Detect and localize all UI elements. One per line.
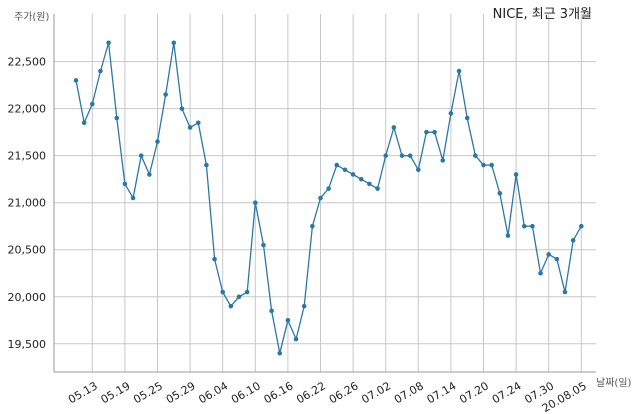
- data-point: [432, 129, 437, 135]
- x-tick-label: 05.29: [164, 379, 198, 406]
- data-point: [187, 125, 193, 130]
- data-point: [171, 40, 177, 46]
- data-point: [424, 129, 429, 135]
- data-point: [195, 120, 201, 126]
- data-point: [367, 181, 372, 187]
- y-tick-label: 21,500: [8, 150, 47, 163]
- data-point: [81, 120, 87, 126]
- data-point: [98, 68, 103, 74]
- data-point: [448, 111, 454, 116]
- y-tick-label: 19,500: [8, 338, 47, 351]
- data-point: [130, 195, 136, 201]
- data-point: [399, 153, 405, 158]
- data-point: [570, 238, 576, 243]
- data-point: [114, 115, 120, 121]
- x-tick-label: 05.25: [131, 379, 165, 406]
- data-point: [310, 223, 315, 229]
- grid-lines: [54, 14, 596, 372]
- x-tick-label: 07.24: [490, 379, 524, 406]
- data-point: [220, 289, 225, 295]
- data-point: [301, 303, 307, 309]
- x-tick-labels: 05.1305.1905.2505.2906.0406.1006.1606.22…: [66, 379, 589, 414]
- data-point: [106, 40, 111, 46]
- data-point: [326, 186, 331, 191]
- data-point: [350, 172, 356, 177]
- data-point: [358, 176, 364, 182]
- y-tick-label: 22,500: [8, 56, 47, 69]
- data-point: [73, 78, 79, 83]
- data-point: [456, 68, 462, 74]
- x-tick-label: 07.20: [457, 379, 491, 406]
- data-point: [530, 223, 535, 229]
- data-point: [416, 167, 421, 173]
- data-point: [342, 167, 348, 173]
- y-tick-label: 20,500: [8, 244, 47, 257]
- data-point: [244, 289, 250, 295]
- x-tick-label: 06.16: [262, 379, 296, 406]
- data-point: [253, 200, 258, 206]
- y-tick-label: 20,000: [8, 291, 47, 304]
- data-point: [90, 101, 95, 107]
- y-tick-label: 22,000: [8, 103, 47, 116]
- y-axis-label: 주가(원): [14, 11, 50, 23]
- data-point: [318, 195, 323, 201]
- data-point: [546, 252, 551, 257]
- data-point: [138, 153, 144, 158]
- x-tick-label: 06.26: [327, 379, 361, 406]
- data-point: [269, 308, 274, 314]
- data-point: [383, 153, 389, 158]
- x-tick-label: 06.10: [229, 379, 263, 406]
- x-tick-label: 06.22: [294, 379, 328, 406]
- data-point: [562, 289, 568, 295]
- price-series: [73, 40, 584, 356]
- data-point: [147, 172, 152, 177]
- price-line: [75, 42, 582, 354]
- data-point: [554, 256, 560, 262]
- data-point: [513, 172, 519, 177]
- data-point: [122, 181, 128, 187]
- y-tick-label: 21,000: [8, 197, 47, 210]
- x-tick-label: 05.13: [66, 379, 100, 406]
- data-point: [481, 162, 486, 168]
- data-point: [473, 153, 478, 158]
- data-point: [407, 153, 413, 158]
- data-point: [521, 223, 527, 229]
- data-point: [204, 162, 209, 168]
- data-point: [464, 115, 470, 121]
- data-point: [285, 317, 291, 323]
- x-axis-label: 날짜(일): [596, 377, 632, 389]
- x-tick-label: 07.14: [425, 379, 459, 406]
- data-point: [212, 256, 217, 262]
- data-point: [179, 106, 185, 111]
- x-tick-label: 07.08: [392, 379, 426, 406]
- data-point: [489, 162, 494, 168]
- data-point: [163, 92, 168, 97]
- axes: [53, 14, 596, 373]
- data-point: [391, 125, 397, 130]
- data-point: [293, 336, 299, 342]
- data-point: [228, 303, 234, 309]
- data-point: [497, 190, 503, 196]
- data-point: [155, 139, 160, 144]
- data-point: [538, 270, 543, 276]
- data-point: [579, 223, 584, 229]
- data-point: [334, 162, 340, 168]
- data-point: [440, 158, 446, 163]
- x-tick-label: 07.02: [359, 379, 393, 406]
- data-point: [505, 233, 511, 238]
- data-point: [236, 294, 242, 300]
- data-point: [375, 186, 380, 191]
- data-point: [261, 242, 266, 248]
- data-point: [277, 350, 283, 356]
- x-tick-label: 06.04: [196, 379, 230, 406]
- y-tick-labels: 19,500 20,000 20,500 21,000 21,500 22,000 22,5…: [8, 56, 47, 351]
- chart-title: NICE, 최근 3개월: [493, 7, 592, 22]
- x-tick-label: 05.19: [99, 379, 133, 406]
